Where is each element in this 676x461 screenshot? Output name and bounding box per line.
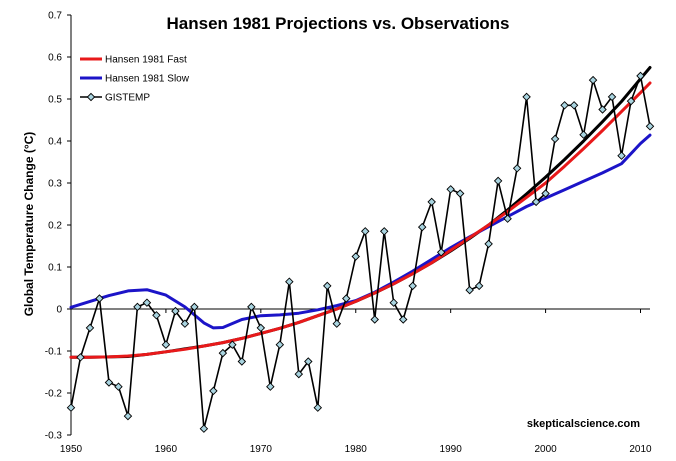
axes: -0.3 -0.2 -0.1 0 0.1 0.2 0.3 0.4 0.5 0.6 0.7 1950 19… <box>45 11 652 456</box>
gistemp-point <box>294 369 304 379</box>
gistemp-point <box>66 403 76 412</box>
legend-label-2: GISTEMP <box>105 93 150 104</box>
gistemp-point <box>607 92 617 102</box>
gistemp-point <box>285 277 294 286</box>
y-tick-label: -0.2 <box>45 389 63 400</box>
gistemp-point <box>218 348 228 358</box>
gistemp-point <box>85 323 95 333</box>
gistemp-point <box>161 340 171 349</box>
y-tick-label: 0.6 <box>48 53 62 64</box>
gistemp-point <box>142 298 152 307</box>
gistemp-point <box>361 227 370 236</box>
gistemp-point <box>342 294 351 303</box>
gistemp-point <box>636 71 645 81</box>
gistemp-point <box>541 189 550 198</box>
gistemp-point <box>446 185 455 194</box>
gistemp-point <box>427 197 436 207</box>
gistemp-point <box>465 285 474 295</box>
gistemp-point <box>560 101 569 110</box>
gistemp-point <box>436 248 446 257</box>
series-line-0 <box>69 81 652 359</box>
series-line-2 <box>70 75 651 430</box>
gistemp-point <box>398 315 408 324</box>
gistemp-point <box>531 197 541 207</box>
x-tick-label: 1990 <box>440 444 463 455</box>
y-tick-label: 0 <box>56 305 62 316</box>
watermark: skepticalscience.com <box>527 418 640 430</box>
gistemp-point <box>209 386 218 396</box>
gistemp-point <box>455 189 465 198</box>
x-tick-label: 1960 <box>155 444 178 455</box>
x-tick-label: 1970 <box>250 444 273 455</box>
gistemp-point <box>275 340 285 349</box>
gistemp-point <box>379 227 389 236</box>
gistemp-point <box>645 122 655 131</box>
y-tick-label: -0.1 <box>45 347 63 358</box>
gistemp-point <box>313 403 323 412</box>
gistemp-point <box>237 357 247 366</box>
y-tick-label: -0.3 <box>45 431 63 442</box>
gistemp-point <box>512 164 522 173</box>
gistemp-point <box>228 340 237 349</box>
gistemp-point <box>332 319 342 328</box>
gistemp-point <box>152 311 161 320</box>
gistemp-point <box>76 353 85 362</box>
gistemp-point <box>256 323 266 333</box>
gistemp-point <box>474 281 484 291</box>
y-tick-label: 0.1 <box>48 263 62 274</box>
gistemp-point <box>484 239 493 249</box>
gistemp-point <box>493 176 503 186</box>
gistemp-point <box>199 424 209 433</box>
gistemp-point <box>114 382 123 391</box>
gistemp-point <box>171 306 180 316</box>
gistemp-point <box>370 315 379 324</box>
x-tick-label: 1980 <box>345 444 368 455</box>
gistemp-point <box>389 298 398 307</box>
gistemp-point <box>408 281 417 291</box>
legend-label-1: Hansen 1981 Slow <box>105 74 190 85</box>
gistemp-point <box>304 357 313 366</box>
gistemp-point <box>588 75 598 85</box>
y-tick-label: 0.5 <box>48 95 62 106</box>
gistemp-point <box>550 134 560 144</box>
x-tick-label: 1950 <box>60 444 83 455</box>
legend-label-0: Hansen 1981 Fast <box>105 55 187 66</box>
y-tick-label: 0.7 <box>48 11 62 22</box>
y-tick-label: 0.2 <box>48 221 62 232</box>
gistemp-point <box>180 319 190 328</box>
y-tick-label: 0.3 <box>48 179 62 190</box>
gistemp-point <box>626 96 636 106</box>
gistemp-point <box>503 214 512 223</box>
gistemp-point <box>123 411 133 421</box>
legend: Hansen 1981 Fast Hansen 1981 Slow GISTEMP <box>80 55 190 104</box>
gistemp-point <box>266 382 275 391</box>
gistemp-point <box>190 302 199 312</box>
gistemp-point <box>351 252 360 261</box>
gistemp-point <box>247 302 256 312</box>
gistemp-point <box>95 294 104 303</box>
gistemp-point <box>323 281 332 291</box>
y-axis-label: Global Temperature Change (°C) <box>22 132 36 317</box>
chart-title: Hansen 1981 Projections vs. Observations <box>167 14 510 33</box>
gistemp-point <box>104 378 114 387</box>
gistemp-point <box>617 151 626 160</box>
gistemp-point <box>417 222 427 232</box>
series-layer <box>66 66 655 433</box>
gistemp-point <box>133 302 142 312</box>
gistemp-point <box>522 92 531 102</box>
y-tick-label: 0.4 <box>48 137 62 148</box>
gistemp-point <box>569 101 579 110</box>
gistemp-point <box>598 105 607 114</box>
x-tick-label: 2010 <box>629 444 652 455</box>
x-tick-label: 2000 <box>534 444 557 455</box>
gistemp-point <box>579 130 588 139</box>
legend-marker <box>86 92 96 102</box>
